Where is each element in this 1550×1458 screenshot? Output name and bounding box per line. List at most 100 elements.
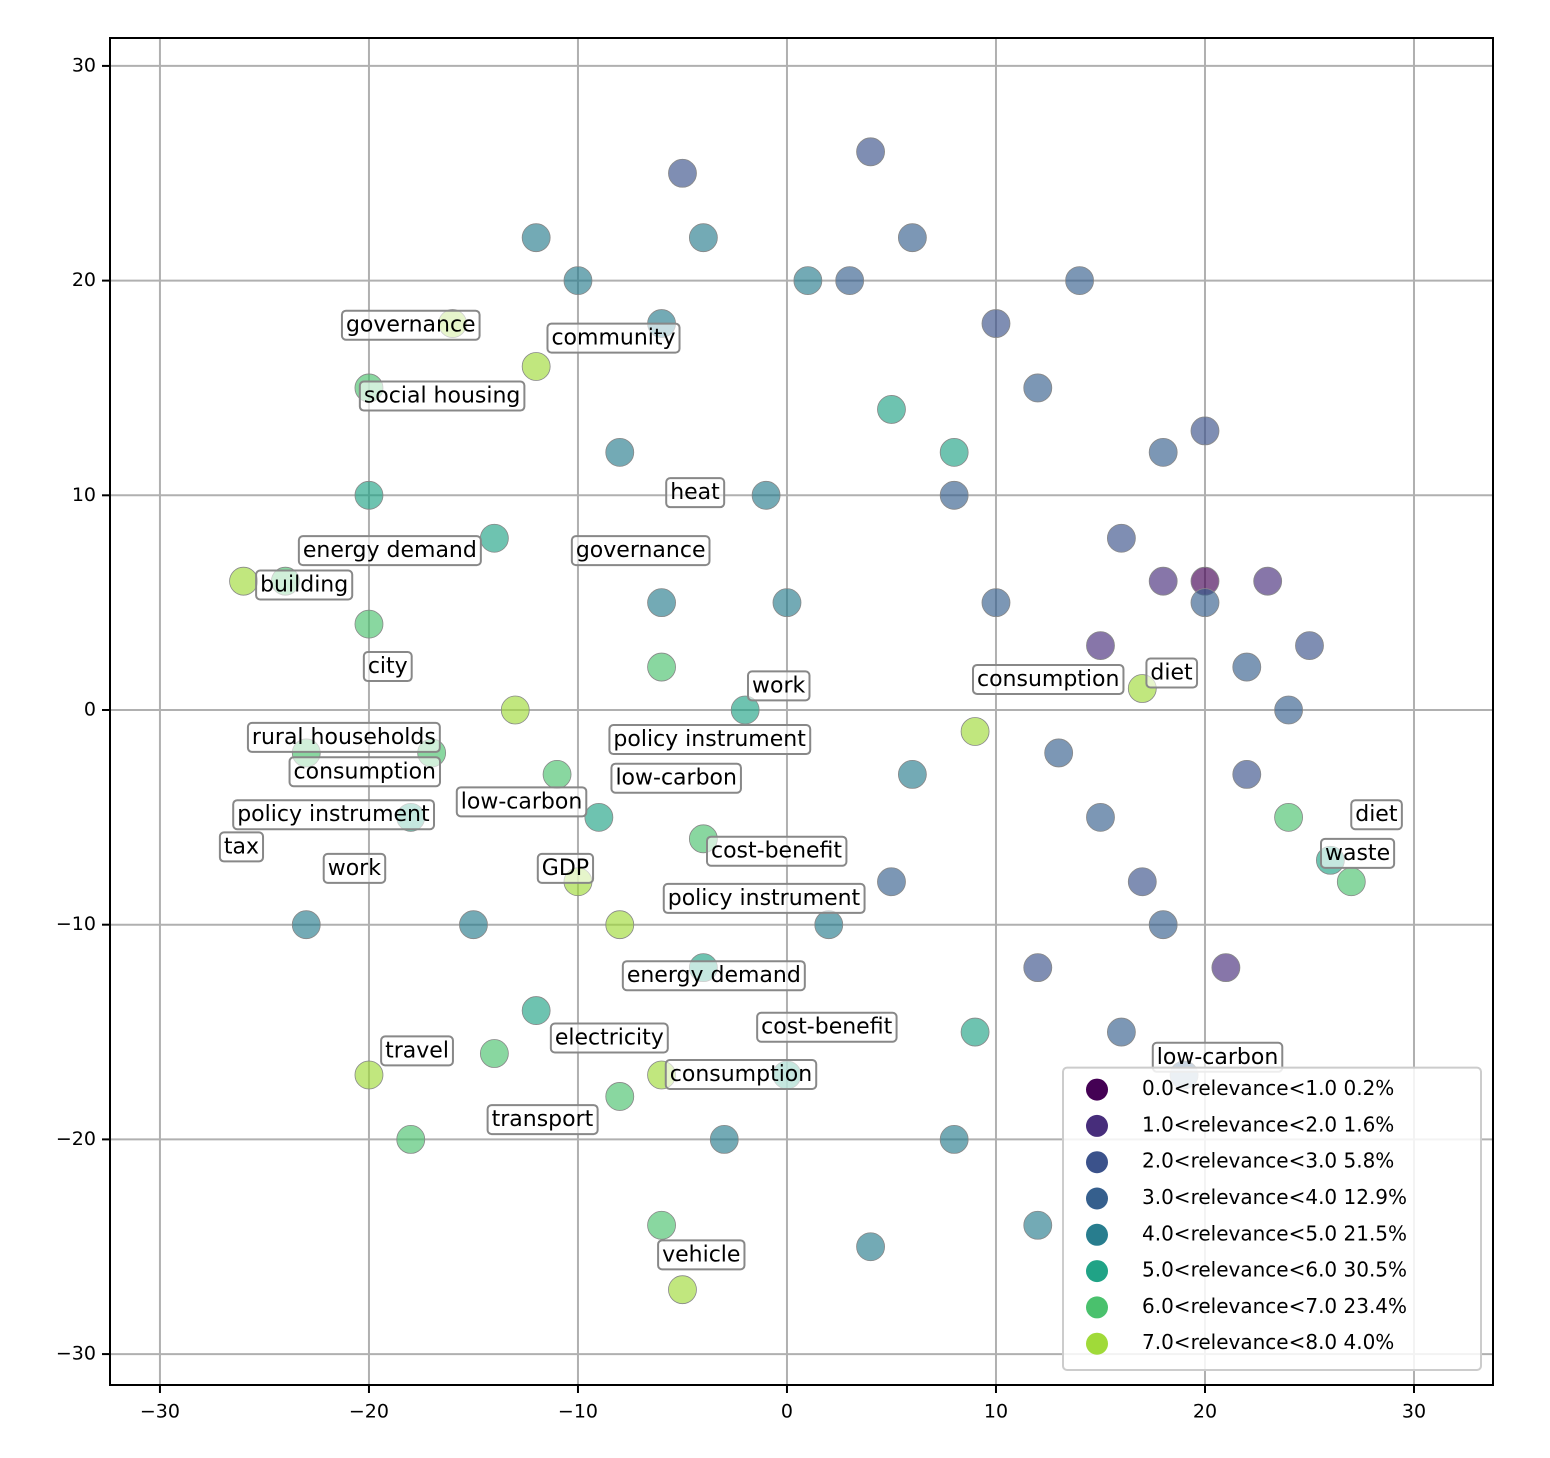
point xyxy=(1336,867,1366,897)
annotation: low-carbon xyxy=(1157,1045,1279,1070)
annotation: transport xyxy=(492,1107,594,1132)
annotation: consumption xyxy=(977,667,1119,692)
x-tick-label: 10 xyxy=(984,1401,1008,1423)
legend-label: 2.0<relevance<3.0 5.8% xyxy=(1142,1149,1394,1173)
annotation: policy instrument xyxy=(237,802,430,827)
ticks: −30 −20 −10 0 10 20 30 −30 −20 −10 0 10 20 30 xyxy=(56,54,1426,1422)
point xyxy=(459,910,488,940)
point xyxy=(751,480,781,510)
point xyxy=(605,1082,635,1111)
annotation: waste xyxy=(1325,841,1390,866)
annotation: cost-benefit xyxy=(761,1015,892,1040)
legend-marker xyxy=(1086,1296,1108,1319)
legend-label: 6.0<relevance<7.0 23.4% xyxy=(1142,1294,1407,1318)
point xyxy=(730,695,760,725)
annotation: work xyxy=(752,673,805,698)
point xyxy=(1190,588,1220,618)
annotation: energy demand xyxy=(627,963,801,988)
legend: 0.0<relevance<1.0 0.2% 1.0<relevance<2.0 … xyxy=(1062,1066,1482,1371)
legend-box xyxy=(1062,1066,1482,1371)
x-tick-label: 0 xyxy=(781,1401,793,1423)
annotation: policy instrument xyxy=(668,886,861,911)
annotation: consumption xyxy=(670,1062,812,1087)
point xyxy=(479,1039,509,1068)
annotation: policy instrument xyxy=(613,727,806,752)
annotation-box xyxy=(546,322,681,354)
annotation-box xyxy=(746,670,811,702)
annotation-box xyxy=(1350,799,1403,831)
point xyxy=(605,437,635,467)
annotation: travel xyxy=(385,1038,449,1063)
annotation: city xyxy=(368,654,408,679)
annotation-box xyxy=(621,960,806,992)
point xyxy=(521,352,551,381)
annotation: consumption xyxy=(294,759,436,784)
point xyxy=(647,1210,676,1240)
point xyxy=(981,309,1011,338)
annotations: governance community social housing heat ene… xyxy=(218,309,1403,1271)
point xyxy=(668,1275,697,1305)
legend-marker xyxy=(1086,1260,1108,1283)
annotation-box xyxy=(706,835,848,867)
point xyxy=(1295,631,1324,660)
annotation: governance xyxy=(576,538,706,563)
annotation-box xyxy=(340,309,481,341)
y-tick-label: 20 xyxy=(72,269,96,291)
annotation-box xyxy=(972,663,1125,695)
point xyxy=(1148,437,1178,467)
point xyxy=(897,223,927,253)
point xyxy=(939,480,969,510)
x-tick-label: −30 xyxy=(140,1401,180,1423)
annotation: social housing xyxy=(364,384,521,409)
y-tick-label: 30 xyxy=(72,54,96,76)
annotation-box xyxy=(218,831,265,863)
annotation-box xyxy=(657,1239,746,1271)
point xyxy=(229,566,258,596)
point xyxy=(1274,802,1303,832)
point xyxy=(1274,695,1303,725)
annotation-box xyxy=(486,1104,599,1136)
point xyxy=(521,223,551,253)
legend-label: 0.0<relevance<1.0 0.2% xyxy=(1142,1076,1394,1100)
annotation-box xyxy=(322,852,387,884)
point xyxy=(939,1124,969,1154)
y-tick-label: 0 xyxy=(84,698,96,720)
legend-marker xyxy=(1086,1223,1108,1246)
annotation-box xyxy=(536,852,595,884)
legend-marker xyxy=(1086,1114,1108,1137)
annotation: low-carbon xyxy=(615,766,737,791)
annotation-box xyxy=(664,1058,818,1090)
point xyxy=(1232,652,1262,682)
annotation: cost-benefit xyxy=(711,839,842,864)
annotation-box xyxy=(665,477,726,509)
annotation: diet xyxy=(1355,802,1398,827)
annotation: governance xyxy=(346,313,476,338)
point xyxy=(291,910,321,940)
annotation-box xyxy=(1320,837,1396,869)
point xyxy=(1044,738,1074,768)
annotation-box xyxy=(380,1035,454,1067)
point xyxy=(835,266,865,296)
point xyxy=(354,1060,384,1090)
point xyxy=(856,1232,885,1262)
annotation: heat xyxy=(670,480,720,505)
annotation: diet xyxy=(1150,660,1193,685)
x-tick-label: −20 xyxy=(349,1401,389,1423)
point xyxy=(1190,416,1220,446)
point xyxy=(647,588,676,618)
annotation: building xyxy=(260,572,348,597)
legend-label: 5.0<relevance<6.0 30.5% xyxy=(1142,1258,1407,1282)
legend-marker xyxy=(1086,1078,1108,1101)
legend-label: 3.0<relevance<4.0 12.9% xyxy=(1142,1185,1407,1209)
point xyxy=(354,480,384,510)
axes-frame xyxy=(109,37,1494,1386)
y-tick-label: −10 xyxy=(56,913,96,935)
annotation-box xyxy=(358,380,526,412)
point xyxy=(1023,373,1053,403)
annotation: GDP xyxy=(542,856,589,881)
point xyxy=(1065,266,1094,296)
annotation-box xyxy=(1145,657,1199,689)
annotation: electricity xyxy=(555,1025,664,1050)
y-tick-label: 10 xyxy=(72,484,96,506)
